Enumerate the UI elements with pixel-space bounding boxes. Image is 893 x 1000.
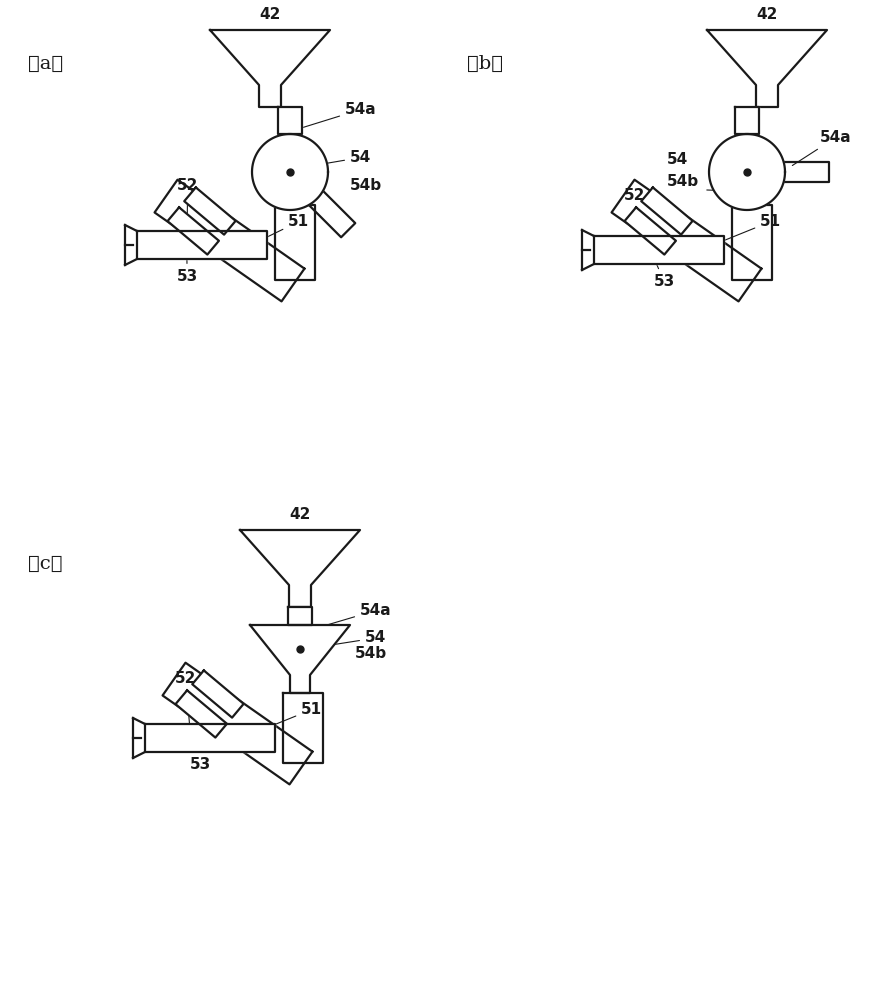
Text: 51: 51 [241,214,309,250]
Polygon shape [612,180,762,301]
Polygon shape [732,205,772,280]
Polygon shape [641,187,693,235]
Polygon shape [305,188,355,237]
Text: 52: 52 [624,188,646,239]
Polygon shape [275,205,315,280]
Text: 54b: 54b [350,178,382,193]
Polygon shape [192,670,244,718]
Text: 52: 52 [177,178,198,232]
Polygon shape [184,187,236,235]
Text: 54: 54 [308,150,371,167]
Text: （b）: （b） [467,55,503,73]
Polygon shape [624,207,676,255]
Polygon shape [735,107,759,134]
Text: 54: 54 [318,631,387,647]
Text: （c）: （c） [28,555,63,573]
Polygon shape [283,693,323,763]
Polygon shape [240,530,360,607]
Text: 51: 51 [254,702,322,733]
Text: 54a: 54a [313,603,392,629]
Polygon shape [709,134,785,210]
Text: 54a: 54a [792,130,852,165]
Text: 42: 42 [259,7,280,22]
Polygon shape [176,690,227,738]
Text: 53: 53 [650,249,675,289]
Polygon shape [250,625,350,693]
Text: 52: 52 [175,671,196,727]
Text: （a）: （a） [28,55,63,73]
Polygon shape [210,30,330,107]
Polygon shape [780,162,830,182]
Text: 53: 53 [189,727,211,772]
Text: 54b: 54b [667,174,699,189]
Polygon shape [278,107,302,134]
Text: 42: 42 [756,7,778,22]
Text: 54b: 54b [355,646,388,660]
Polygon shape [163,663,313,784]
Polygon shape [137,231,267,259]
Polygon shape [252,134,328,210]
Text: 51: 51 [713,214,781,245]
Text: 53: 53 [177,244,198,284]
Polygon shape [288,607,312,625]
Text: 54a: 54a [301,102,377,128]
Text: 42: 42 [289,507,311,522]
Polygon shape [154,180,305,301]
Polygon shape [594,236,724,264]
Polygon shape [145,724,275,752]
Text: 54: 54 [667,152,689,167]
Polygon shape [168,207,219,255]
Polygon shape [707,30,827,107]
